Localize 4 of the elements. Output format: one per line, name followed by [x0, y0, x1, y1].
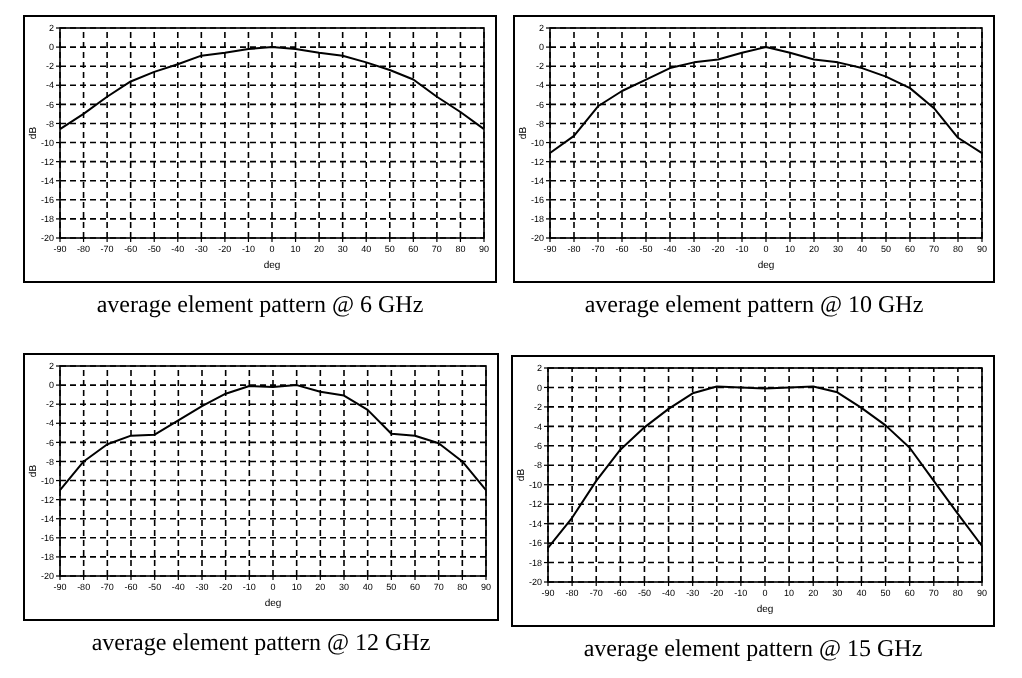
text: average element pattern @ 15 GHz [583, 634, 923, 662]
text: average element pattern @ 12 GHz [91, 628, 431, 656]
text: average element pattern @ 6 GHz [96, 290, 424, 318]
text: average element pattern @ 10 GHz [584, 290, 924, 318]
